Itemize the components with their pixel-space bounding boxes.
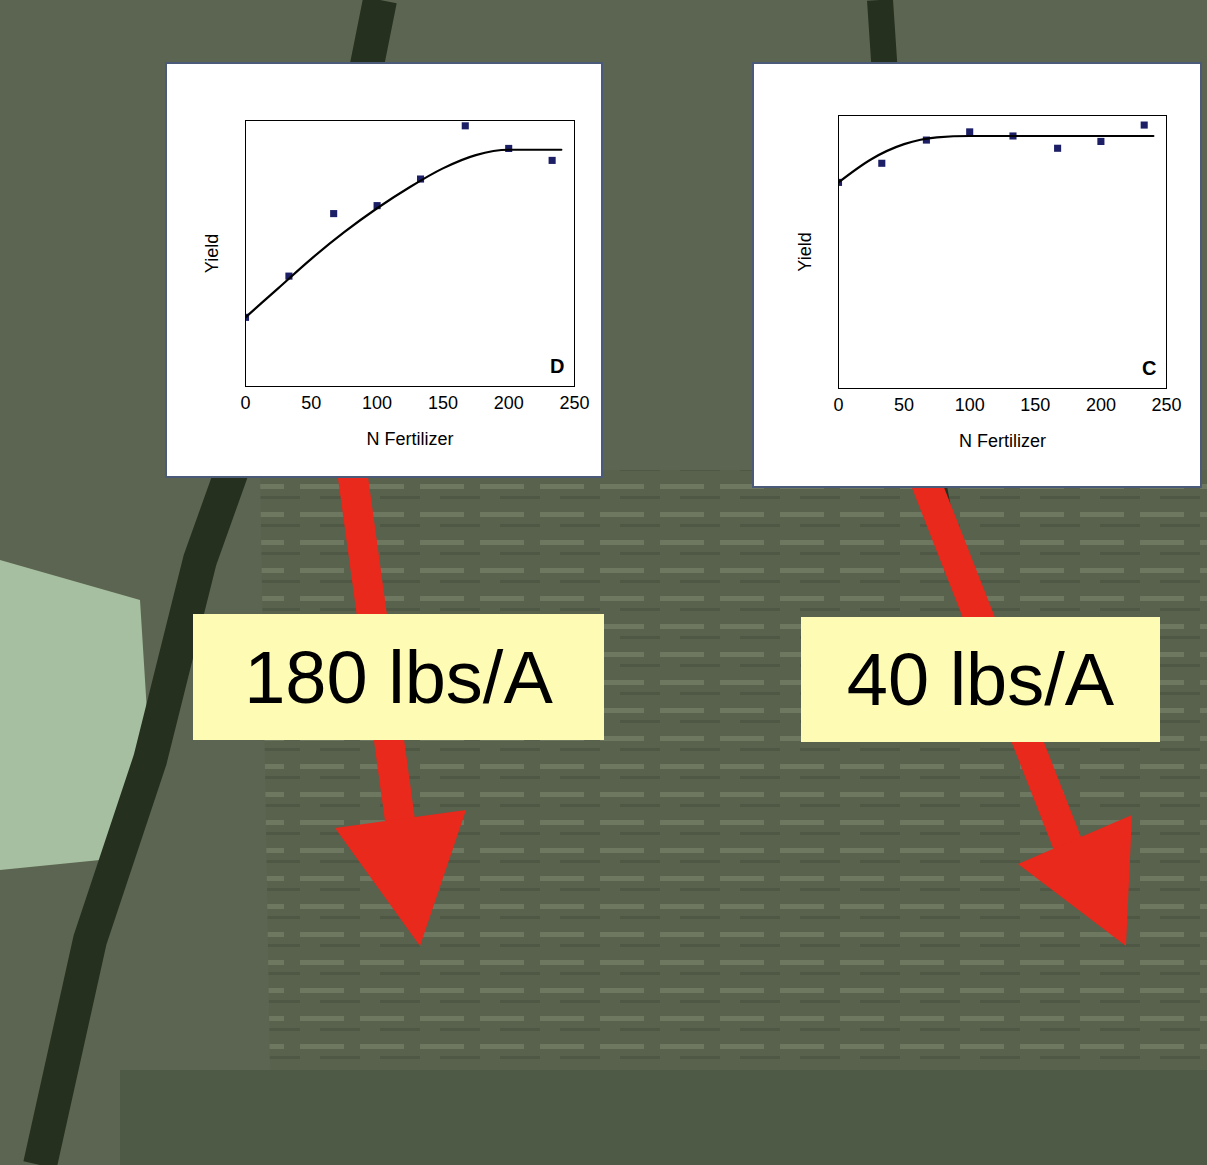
svg-text:50: 50 (301, 393, 321, 413)
svg-text:150: 150 (1020, 395, 1050, 415)
svg-text:0: 0 (833, 395, 843, 415)
svg-text:D: D (550, 355, 564, 377)
svg-text:N Fertilizer: N Fertilizer (366, 429, 453, 449)
svg-text:Yield: Yield (795, 232, 815, 271)
svg-text:250: 250 (559, 393, 589, 413)
svg-text:50: 50 (894, 395, 914, 415)
svg-text:150: 150 (428, 393, 458, 413)
svg-text:C: C (1142, 357, 1156, 379)
svg-text:Yield: Yield (202, 234, 222, 273)
svg-text:200: 200 (1086, 395, 1116, 415)
svg-text:100: 100 (362, 393, 392, 413)
svg-text:N Fertilizer: N Fertilizer (959, 431, 1046, 451)
svg-text:200: 200 (494, 393, 524, 413)
svg-text:0: 0 (240, 393, 250, 413)
svg-text:100: 100 (955, 395, 985, 415)
html-text:40 lbs/A: 40 lbs/A (846, 638, 1115, 721)
html-text:180 lbs/A: 180 lbs/A (244, 635, 553, 719)
svg-text:250: 250 (1151, 395, 1181, 415)
